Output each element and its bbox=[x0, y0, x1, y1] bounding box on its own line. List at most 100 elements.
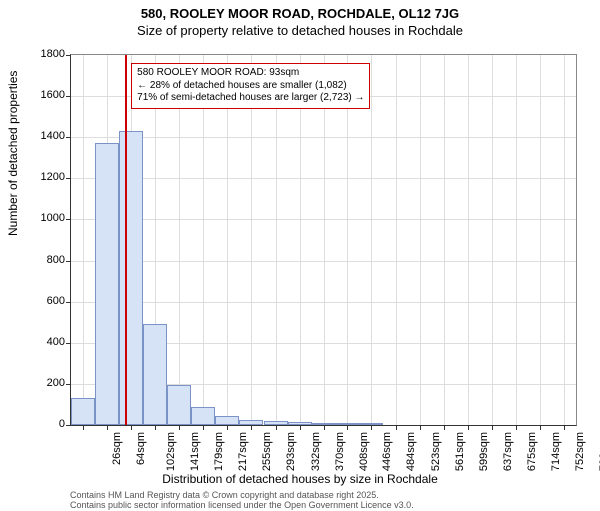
xtick-mark bbox=[131, 425, 132, 430]
callout-line1: 580 ROOLEY MOOR ROAD: 93sqm bbox=[137, 67, 364, 80]
histogram-bar bbox=[95, 143, 119, 425]
histogram-bar bbox=[264, 421, 288, 425]
gridline-v bbox=[251, 55, 252, 425]
ytick-label: 200 bbox=[25, 377, 65, 389]
ytick-label: 600 bbox=[25, 295, 65, 307]
ytick-mark bbox=[66, 55, 71, 56]
histogram-bar bbox=[335, 423, 359, 425]
histogram-bar bbox=[215, 416, 239, 425]
xtick-label: 293sqm bbox=[285, 432, 297, 471]
gridline-v bbox=[492, 55, 493, 425]
callout-box: 580 ROOLEY MOOR ROAD: 93sqm← 28% of deta… bbox=[131, 63, 370, 109]
xtick-label: 332sqm bbox=[310, 432, 322, 471]
xtick-label: 446sqm bbox=[382, 432, 394, 471]
property-marker-line bbox=[125, 55, 127, 425]
xtick-mark bbox=[347, 425, 348, 430]
callout-line2: ← 28% of detached houses are smaller (1,… bbox=[137, 80, 364, 93]
callout-line3: 71% of semi-detached houses are larger (… bbox=[137, 92, 364, 105]
xtick-label: 561sqm bbox=[454, 432, 466, 471]
xtick-label: 26sqm bbox=[111, 432, 123, 465]
xtick-mark bbox=[492, 425, 493, 430]
xtick-mark bbox=[203, 425, 204, 430]
xtick-mark bbox=[107, 425, 108, 430]
histogram-bar bbox=[239, 420, 263, 425]
y-axis-label: Number of detached properties bbox=[6, 71, 20, 236]
xtick-mark bbox=[540, 425, 541, 430]
xtick-label: 675sqm bbox=[526, 432, 538, 471]
gridline-v bbox=[444, 55, 445, 425]
ytick-mark bbox=[66, 425, 71, 426]
gridline-v bbox=[540, 55, 541, 425]
xtick-mark bbox=[564, 425, 565, 430]
xtick-label: 637sqm bbox=[502, 432, 514, 471]
xtick-label: 217sqm bbox=[237, 432, 249, 471]
ytick-label: 0 bbox=[25, 418, 65, 430]
histogram-bar bbox=[119, 131, 143, 425]
gridline-v bbox=[468, 55, 469, 425]
gridline-v bbox=[396, 55, 397, 425]
ytick-label: 1400 bbox=[25, 130, 65, 142]
gridline-v bbox=[83, 55, 84, 425]
title-sub: Size of property relative to detached ho… bbox=[0, 23, 600, 38]
chart-footer: Contains HM Land Registry data © Crown c… bbox=[70, 490, 414, 511]
xtick-mark bbox=[276, 425, 277, 430]
ytick-label: 1200 bbox=[25, 171, 65, 183]
ytick-label: 1600 bbox=[25, 89, 65, 101]
xtick-mark bbox=[300, 425, 301, 430]
footer-line2: Contains public sector information licen… bbox=[70, 500, 414, 510]
gridline-v bbox=[227, 55, 228, 425]
ytick-mark bbox=[66, 219, 71, 220]
histogram-bar bbox=[191, 407, 215, 426]
footer-line1: Contains HM Land Registry data © Crown c… bbox=[70, 490, 414, 500]
histogram-bar bbox=[288, 422, 312, 425]
ytick-mark bbox=[66, 96, 71, 97]
xtick-label: 752sqm bbox=[574, 432, 586, 471]
gridline-v bbox=[564, 55, 565, 425]
xtick-label: 179sqm bbox=[213, 432, 225, 471]
xtick-mark bbox=[155, 425, 156, 430]
gridline-v bbox=[324, 55, 325, 425]
ytick-label: 1000 bbox=[25, 212, 65, 224]
xtick-label: 599sqm bbox=[478, 432, 490, 471]
xtick-mark bbox=[227, 425, 228, 430]
gridline-v bbox=[420, 55, 421, 425]
ytick-label: 1800 bbox=[25, 48, 65, 60]
xtick-mark bbox=[371, 425, 372, 430]
gridline-v bbox=[179, 55, 180, 425]
xtick-mark bbox=[83, 425, 84, 430]
xtick-label: 370sqm bbox=[334, 432, 346, 471]
ytick-label: 400 bbox=[25, 336, 65, 348]
xtick-label: 714sqm bbox=[550, 432, 562, 471]
title-main: 580, ROOLEY MOOR ROAD, ROCHDALE, OL12 7J… bbox=[0, 6, 600, 21]
xtick-mark bbox=[516, 425, 517, 430]
xtick-mark bbox=[396, 425, 397, 430]
gridline-v bbox=[276, 55, 277, 425]
ytick-mark bbox=[66, 137, 71, 138]
gridline-v bbox=[300, 55, 301, 425]
ytick-label: 800 bbox=[25, 254, 65, 266]
xtick-mark bbox=[468, 425, 469, 430]
ytick-mark bbox=[66, 384, 71, 385]
gridline-v bbox=[371, 55, 372, 425]
ytick-mark bbox=[66, 302, 71, 303]
xtick-label: 408sqm bbox=[358, 432, 370, 471]
xtick-mark bbox=[251, 425, 252, 430]
xtick-label: 64sqm bbox=[135, 432, 147, 465]
xtick-label: 255sqm bbox=[261, 432, 273, 471]
xtick-mark bbox=[420, 425, 421, 430]
x-axis-label: Distribution of detached houses by size … bbox=[0, 472, 600, 486]
xtick-label: 102sqm bbox=[165, 432, 177, 471]
xtick-label: 484sqm bbox=[405, 432, 417, 471]
ytick-mark bbox=[66, 343, 71, 344]
gridline-v bbox=[203, 55, 204, 425]
histogram-bar bbox=[312, 423, 336, 425]
xtick-mark bbox=[179, 425, 180, 430]
xtick-mark bbox=[444, 425, 445, 430]
ytick-mark bbox=[66, 261, 71, 262]
xtick-mark bbox=[324, 425, 325, 430]
histogram-bar bbox=[359, 423, 383, 425]
gridline-v bbox=[347, 55, 348, 425]
ytick-mark bbox=[66, 178, 71, 179]
histogram-bar bbox=[143, 324, 167, 425]
histogram-bar bbox=[167, 385, 191, 425]
